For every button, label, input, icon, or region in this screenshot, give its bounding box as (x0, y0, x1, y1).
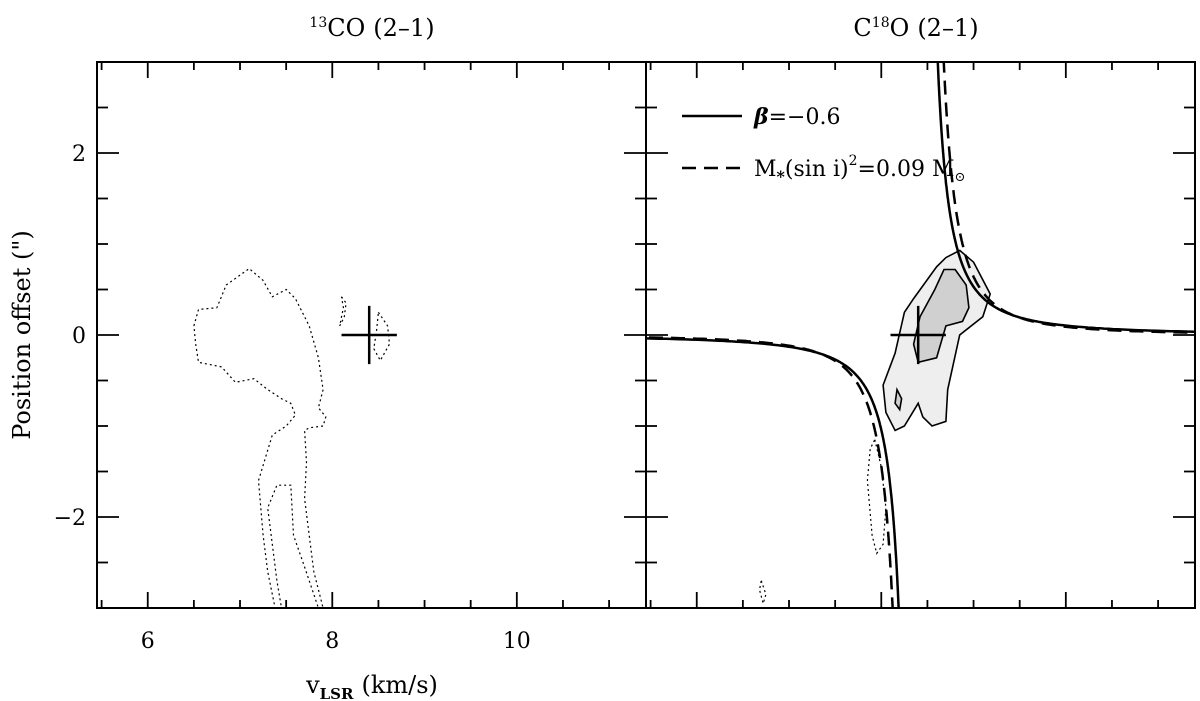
left-title-isotope: 13 (309, 15, 327, 31)
x-axis-title: vLSR (km/s) (305, 671, 438, 701)
x-tick-label: 10 (503, 629, 531, 654)
right-title-isotope: 18 (872, 15, 890, 31)
legend-mass-sini: (sin i) (785, 157, 849, 182)
y-tick-label: 0 (72, 324, 86, 349)
right-title-o: O (890, 14, 910, 42)
right-title-c: C (853, 14, 871, 42)
legend-beta-symbol: β (753, 104, 769, 130)
legend-mass-sup: 2 (849, 153, 858, 169)
tick-labels: 6 8 10 −2 0 2 (54, 142, 531, 654)
y-tick-label: −2 (54, 506, 86, 531)
left-dotted-contour-0 (193, 267, 327, 608)
left-title-transition: (2–1) (373, 14, 434, 42)
right-dotted-contour-0 (866, 437, 887, 555)
legend: β=−0.6 M*(sin i)2=0.09 M⊙ (682, 104, 965, 186)
legend-mass-m: M (754, 157, 777, 182)
right-filled-contour-inner (912, 268, 970, 364)
x-axis-title-sub: LSR (320, 685, 354, 701)
sun-symbol-icon: ⊙ (954, 170, 965, 185)
x-tick-label: 8 (325, 629, 339, 654)
legend-mass-value: =0.09 M (858, 157, 955, 182)
legend-mass-star: * (777, 167, 786, 186)
x-tick-label: 6 (141, 629, 155, 654)
y-axis-title: Position offset (") (8, 230, 36, 440)
legend-beta-value: =−0.6 (769, 105, 841, 130)
y-tick-label: 2 (72, 142, 86, 167)
x-axis-title-main: v (305, 671, 320, 699)
right-model-curve-solid (646, 62, 1195, 608)
right-filled-contour-blob (894, 386, 903, 412)
right-model-curve-dashed (646, 62, 1195, 608)
right-title-transition: (2–1) (917, 14, 978, 42)
right-panel-frame (645, 61, 1196, 609)
left-panel-title: 13CO (2–1) (309, 14, 434, 42)
right-plot-area (646, 62, 1195, 608)
left-plot-area (193, 267, 397, 608)
right-panel-title: C18O (2–1) (853, 14, 978, 42)
left-title-molecule: CO (327, 14, 365, 42)
legend-label-mass: M*(sin i)2=0.09 M⊙ (754, 153, 965, 186)
legend-label-beta: β=−0.6 (753, 104, 840, 130)
x-axis-title-unit: (km/s) (361, 671, 437, 699)
left-dotted-contour-2 (373, 310, 391, 362)
left-dotted-contour-1 (339, 296, 347, 327)
right-dotted-contour-1 (758, 578, 767, 606)
